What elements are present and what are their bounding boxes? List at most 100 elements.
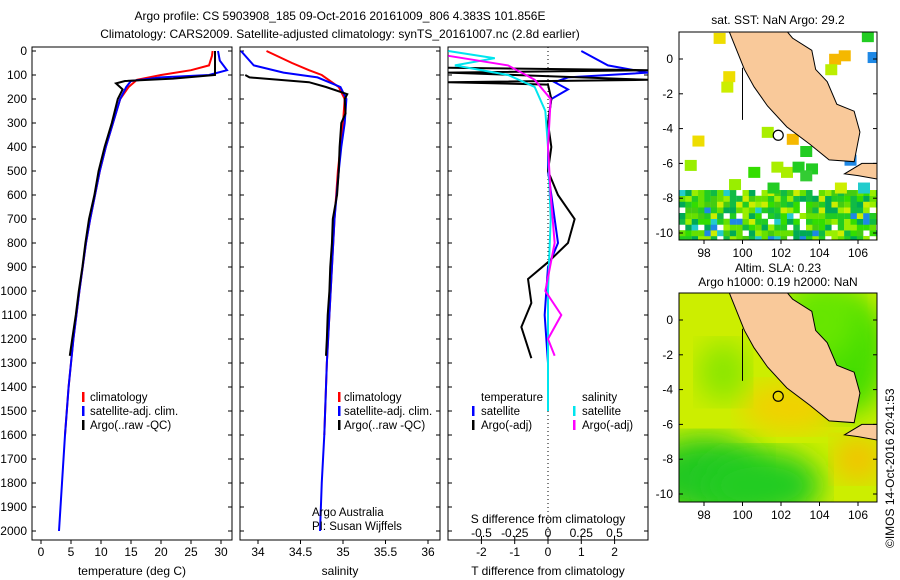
sst-cell	[812, 224, 819, 231]
sst-cell	[691, 207, 699, 214]
sst-cell	[856, 195, 864, 202]
temperature-panel-frame	[31, 46, 233, 541]
sst-cell	[850, 207, 857, 214]
sst-cell	[774, 195, 781, 202]
legend-swatch	[338, 392, 341, 402]
sst-cell	[755, 218, 762, 225]
temperature-line-satellite-adj--clim-	[58, 50, 229, 532]
sst-cell	[736, 235, 743, 240]
sst-cell	[767, 201, 775, 208]
sst-cell	[710, 224, 718, 231]
sst-cell	[825, 201, 832, 208]
sst-cell	[850, 235, 857, 240]
legend-title-salinity: salinity	[582, 392, 617, 404]
sst-cell	[698, 190, 705, 197]
legend-label: satellite-adj. clim.	[344, 406, 432, 418]
sst-cell	[748, 195, 756, 202]
sst-cell	[704, 218, 711, 225]
sst-cell	[761, 195, 769, 202]
sst-cell	[786, 190, 794, 197]
sst-cell	[793, 195, 800, 202]
sst-cell	[850, 230, 857, 237]
s-diff-tick-label: -0.25	[501, 526, 529, 540]
sst-cell	[679, 235, 686, 240]
sst-cell	[786, 195, 794, 202]
depth-tick-label: 100	[7, 68, 27, 82]
sst-cell	[679, 218, 686, 225]
sst-cell	[704, 235, 711, 240]
sst-lat-tick-label: -10	[656, 226, 674, 240]
sst-cell	[812, 207, 819, 214]
sst-cell	[717, 201, 724, 208]
sst-cell	[825, 224, 832, 231]
sst-cell	[812, 218, 819, 225]
sst-cell	[812, 201, 819, 208]
depth-tick-label: 900	[7, 260, 27, 274]
sla-lat-tick-label: -4	[662, 383, 673, 397]
sst-cell	[818, 207, 826, 214]
sst-cell	[786, 133, 799, 145]
sst-cell	[767, 207, 775, 214]
sst-cell	[729, 235, 737, 240]
sst-cell	[755, 195, 762, 202]
depth-tick-label: 1900	[0, 500, 27, 514]
sst-cell	[755, 201, 762, 208]
depth-tick-label: 500	[7, 164, 27, 178]
legend-swatch	[573, 406, 576, 416]
sst-cell	[856, 218, 864, 225]
sst-cell	[850, 224, 857, 231]
sst-cell	[748, 207, 756, 214]
sst-cell	[806, 163, 819, 175]
sst-cell	[755, 230, 762, 237]
sst-cell	[856, 230, 864, 237]
sst-cell	[780, 235, 788, 240]
sst-cell	[761, 126, 774, 138]
sst-cell	[850, 190, 857, 197]
sst-cell	[844, 212, 851, 219]
sst-cell	[825, 64, 838, 76]
sst-cell	[742, 195, 749, 202]
sst-cell	[767, 195, 775, 202]
legend-swatch	[338, 406, 341, 416]
sst-cell	[780, 195, 788, 202]
sst-cell	[704, 201, 711, 208]
sst-cell	[723, 235, 730, 240]
sst-cell	[692, 135, 705, 147]
sst-lon-tick-label: 104	[809, 246, 829, 260]
legend-label: Argo(..raw -QC)	[344, 420, 425, 432]
temperature-legend: climatology satellite-adj. clim. Argo(..…	[82, 392, 178, 432]
sst-cell	[875, 195, 877, 202]
sst-cell	[755, 235, 762, 240]
sla-anomaly-region	[698, 342, 749, 403]
sst-cell	[685, 218, 692, 225]
sst-cell	[875, 218, 877, 225]
legend-swatch	[338, 420, 341, 430]
sst-cell	[704, 190, 711, 197]
sst-cell	[723, 71, 736, 83]
sst-cell	[748, 218, 756, 225]
sst-cell	[863, 201, 870, 208]
sst-cell	[844, 201, 851, 208]
sst-cell	[867, 52, 877, 64]
sst-cell	[806, 230, 813, 237]
sst-cell	[806, 218, 813, 225]
sst-cell	[806, 201, 813, 208]
sst-cell	[729, 195, 737, 202]
sst-cell	[863, 235, 870, 240]
sst-cell	[831, 201, 838, 208]
sst-cell	[831, 230, 838, 237]
temperature-xlabel: temperature (deg C)	[78, 564, 186, 578]
sst-cell	[723, 207, 730, 214]
sst-cell	[799, 195, 807, 202]
sla-land	[843, 423, 877, 441]
sst-cell	[793, 207, 800, 214]
s-diff-tick-label: 0	[545, 526, 552, 540]
sst-cell	[761, 230, 769, 237]
sst-cell	[685, 190, 692, 197]
sst-cell	[729, 218, 737, 225]
diff-line-s-satellite	[448, 50, 552, 411]
sst-cell	[844, 224, 851, 231]
sla-map-title-line1: Altim. SLA: 0.23	[735, 261, 821, 275]
sst-cell	[844, 218, 851, 225]
sst-cell	[806, 190, 813, 197]
